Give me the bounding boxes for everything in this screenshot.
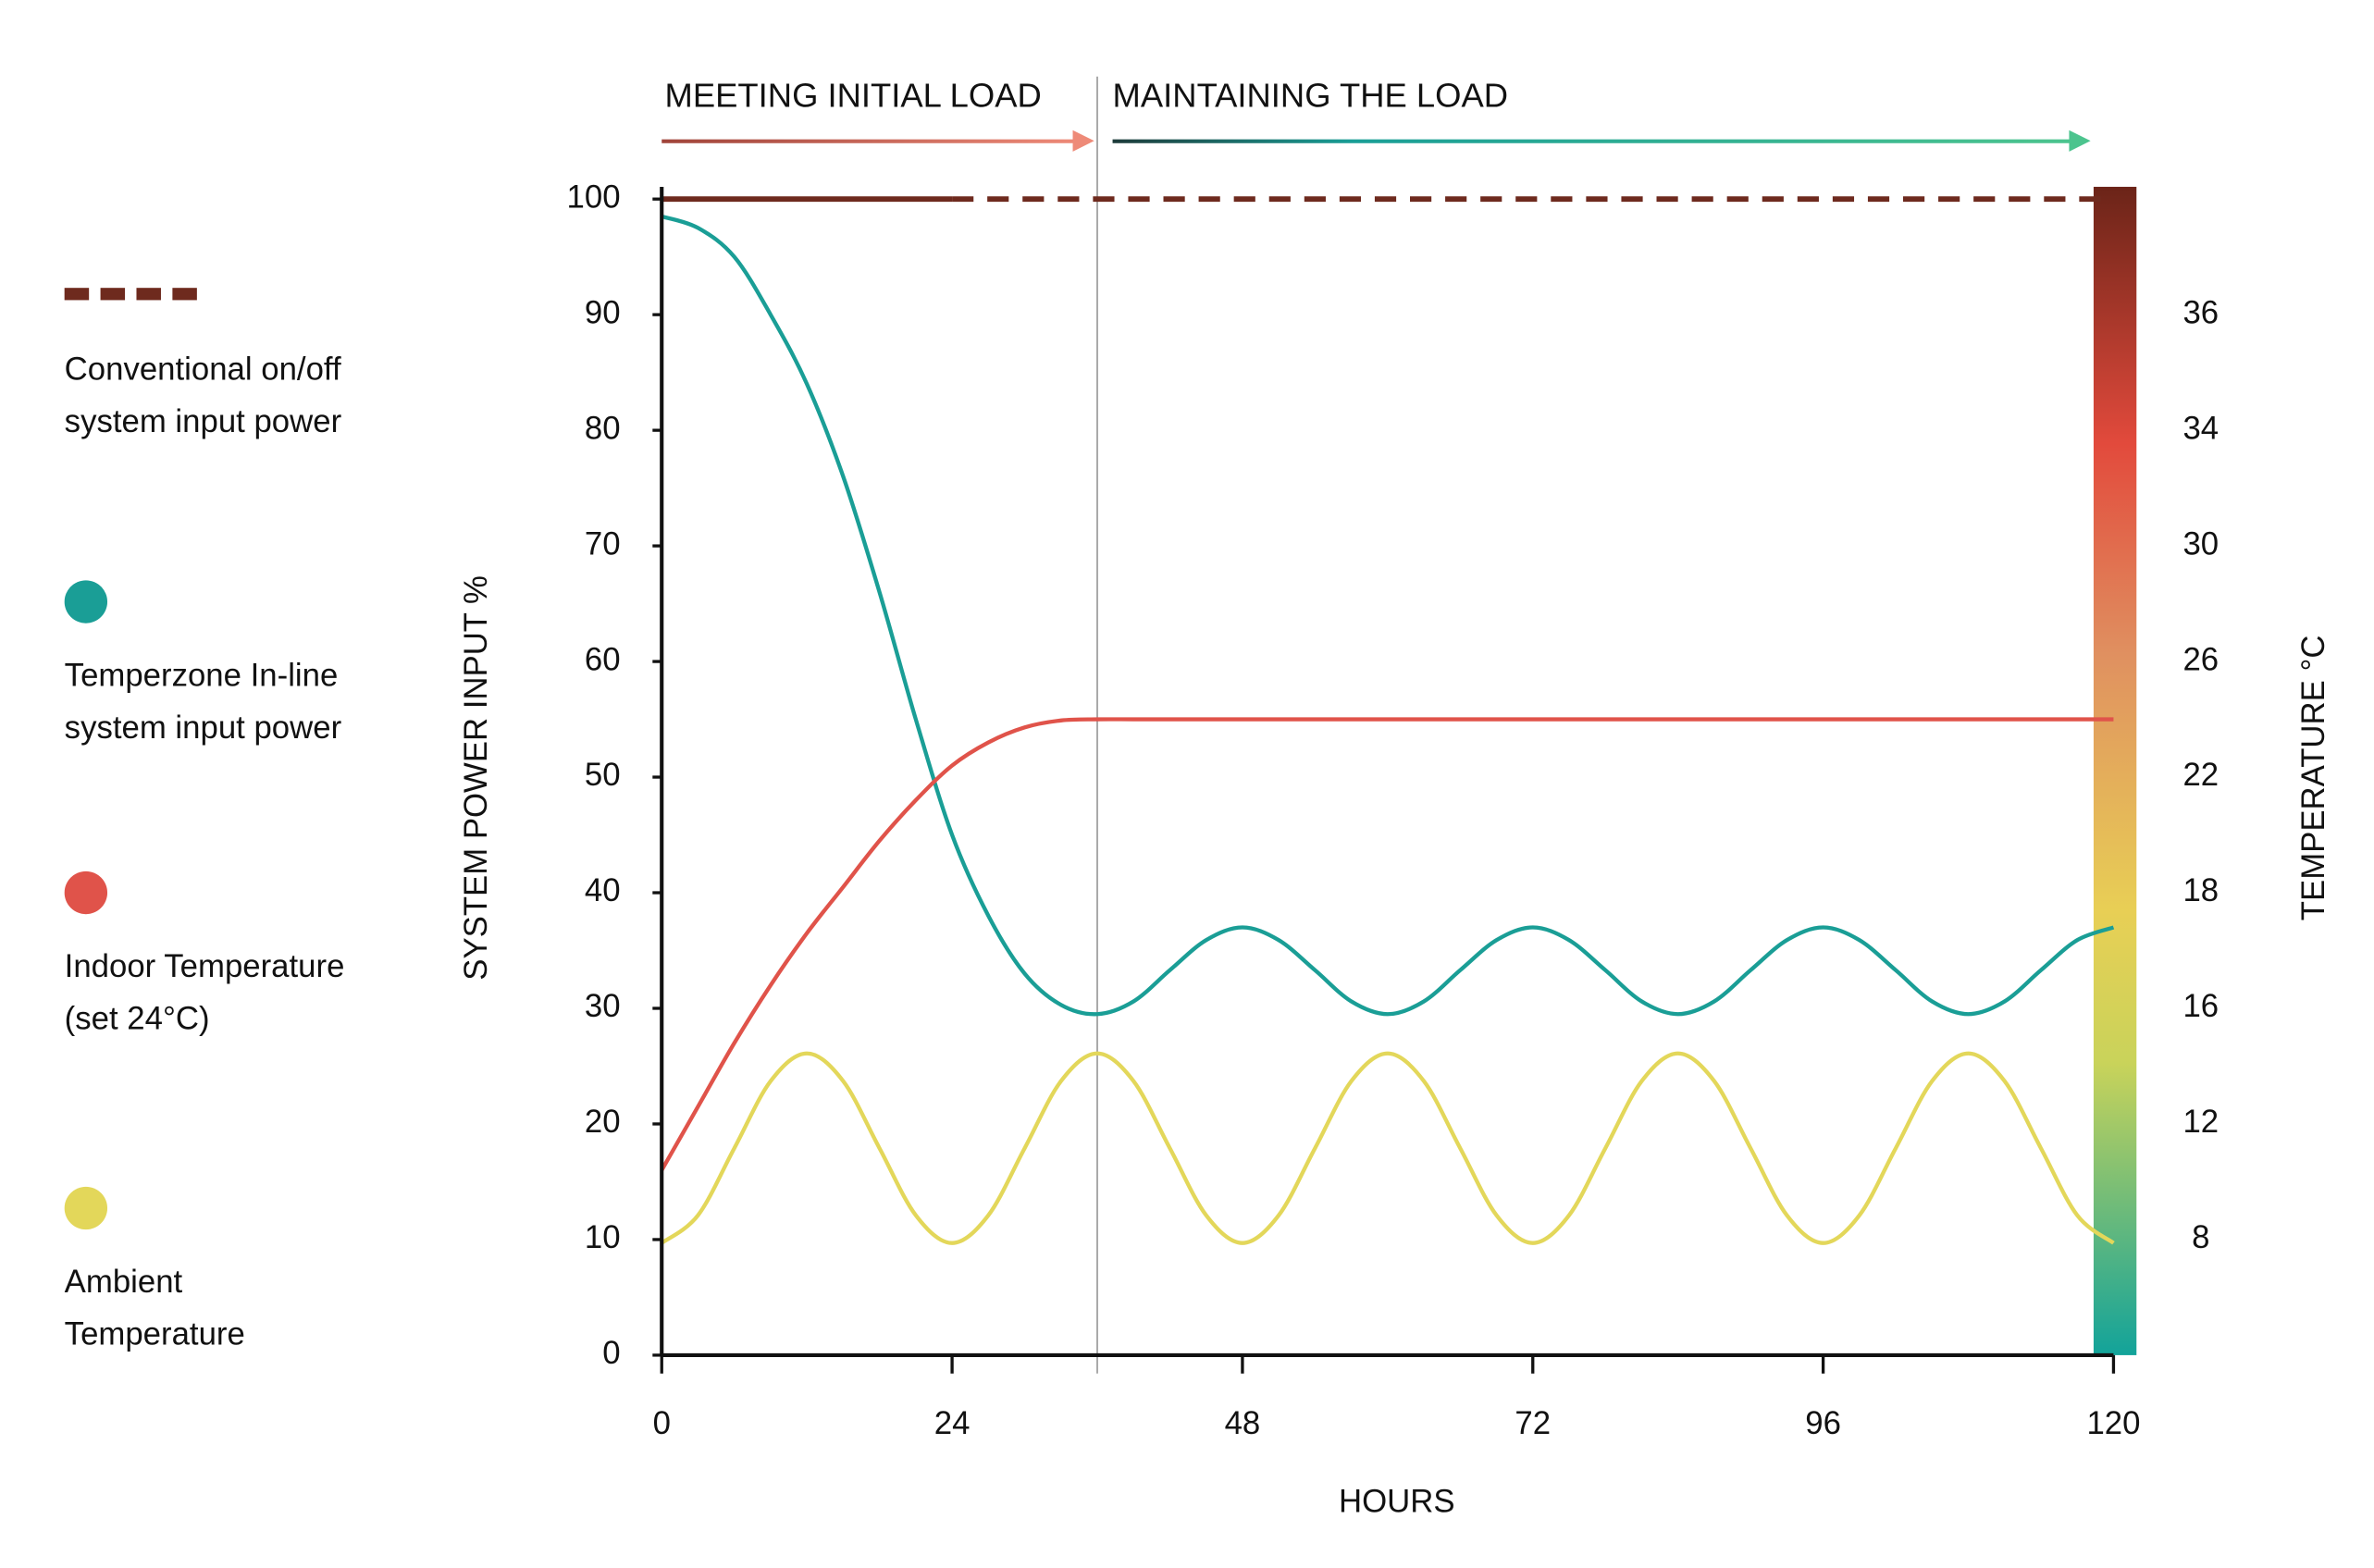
y-tick-label: 30 bbox=[585, 989, 621, 1024]
x-axis-label: HOURS bbox=[1339, 1485, 1455, 1520]
y-tick-label: 10 bbox=[585, 1220, 621, 1255]
legend-marker bbox=[64, 870, 108, 915]
series-line bbox=[661, 214, 2115, 1017]
temperature-tick-label: 18 bbox=[2182, 873, 2219, 908]
y2-axis-label: TEMPERATURE °C bbox=[2296, 636, 2331, 921]
phase-arrowhead bbox=[2069, 130, 2091, 152]
y-tick-label: 70 bbox=[585, 526, 621, 562]
legend-label: Indoor Temperature (set 24°C) bbox=[64, 949, 345, 1037]
y-tick-label: 40 bbox=[585, 873, 621, 908]
phase-arrowhead bbox=[1072, 130, 1094, 152]
y-tick-label: 0 bbox=[602, 1336, 620, 1371]
temperature-tick-label: 12 bbox=[2182, 1105, 2219, 1140]
y-axis-label: SYSTEM POWER INPUT % bbox=[459, 575, 494, 981]
y-tick-label: 60 bbox=[585, 642, 621, 677]
phase-label: MAINTAINING THE LOAD bbox=[1113, 77, 1509, 115]
temperature-tick-label: 26 bbox=[2182, 642, 2219, 677]
legend-marker bbox=[172, 288, 197, 301]
phase-arrow bbox=[662, 139, 1080, 143]
legend-marker bbox=[64, 288, 90, 301]
y-tick-label: 100 bbox=[567, 179, 621, 215]
legend-entry: Ambient Temperature bbox=[64, 1265, 245, 1352]
series-line bbox=[660, 717, 2114, 1172]
legend-label: Conventional on/off system input power bbox=[64, 352, 342, 440]
temperature-tick-label: 8 bbox=[2192, 1220, 2209, 1255]
legend-label: Ambient Temperature bbox=[64, 1265, 245, 1352]
temperature-tick-label: 36 bbox=[2182, 295, 2219, 330]
phase-label: MEETING INITIAL LOAD bbox=[665, 77, 1042, 115]
phase-arrow bbox=[1112, 139, 2076, 143]
y-tick-label: 90 bbox=[585, 295, 621, 330]
x-tick-label: 48 bbox=[1225, 1406, 1261, 1441]
x-tick-label: 0 bbox=[653, 1406, 671, 1441]
color-bar bbox=[2093, 186, 2137, 1355]
series-line bbox=[660, 1051, 2115, 1245]
y-tick-label: 50 bbox=[585, 758, 621, 793]
temperature-tick-label: 30 bbox=[2182, 526, 2219, 562]
x-tick-label: 24 bbox=[934, 1406, 971, 1441]
legend-marker bbox=[136, 288, 161, 301]
legend-marker bbox=[100, 288, 126, 301]
legend-marker bbox=[64, 1186, 108, 1230]
x-tick-label: 96 bbox=[1805, 1406, 1841, 1441]
legend-label: Temperzone In-line system input power bbox=[64, 658, 342, 747]
y-tick-label: 20 bbox=[585, 1105, 621, 1140]
temperature-tick-label: 16 bbox=[2182, 989, 2219, 1024]
temperature-tick-label: 22 bbox=[2182, 758, 2219, 793]
x-tick-label: 72 bbox=[1515, 1406, 1551, 1441]
legend-entry: Indoor Temperature (set 24°C) bbox=[64, 949, 345, 1037]
x-tick-label: 120 bbox=[2086, 1406, 2140, 1441]
legend-marker bbox=[64, 580, 108, 623]
temperature-tick-label: 34 bbox=[2182, 411, 2219, 446]
legend-entry: Conventional on/off system input power bbox=[64, 352, 342, 440]
y-tick-label: 80 bbox=[585, 411, 621, 446]
legend-entry: Temperzone In-line system input power bbox=[64, 658, 342, 747]
